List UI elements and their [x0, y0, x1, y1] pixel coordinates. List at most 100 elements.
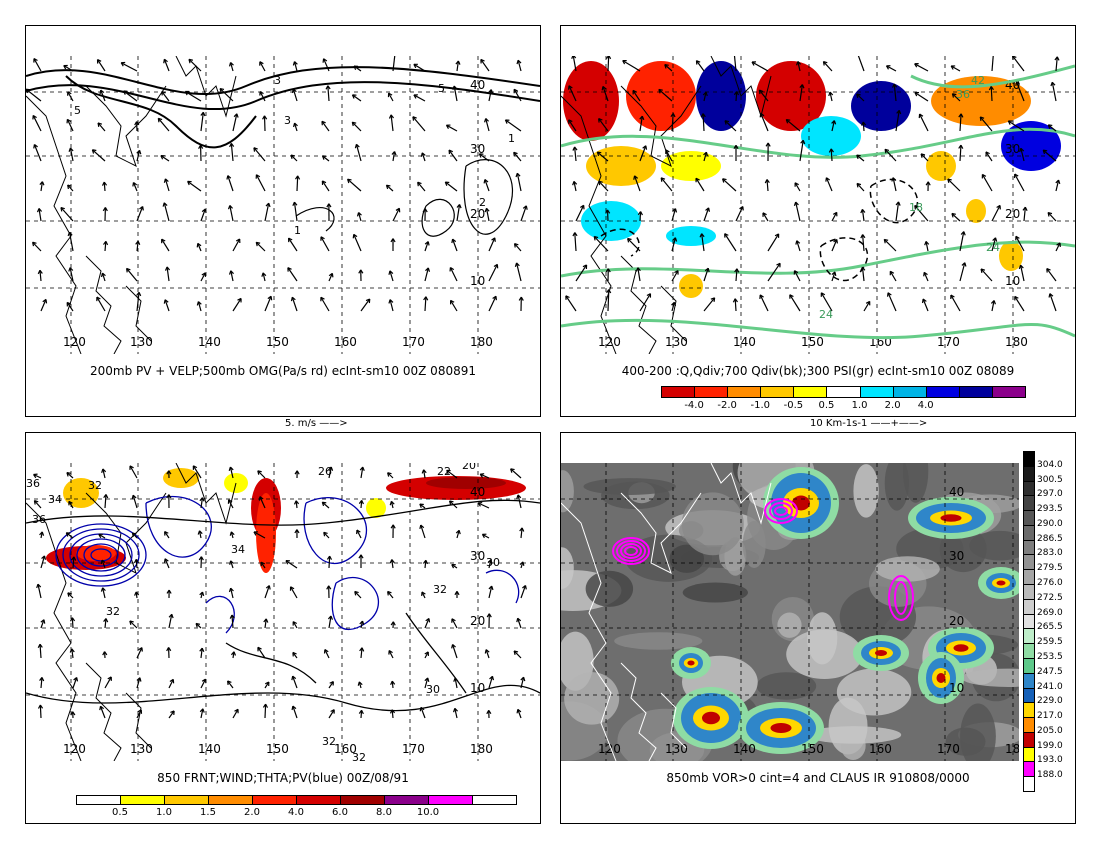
arrow-head [385, 184, 389, 190]
wind-arrow [515, 262, 522, 282]
wind-arrow [598, 180, 609, 192]
colorbar-label: 6.0 [332, 807, 348, 818]
colorbar-swatch [1023, 731, 1035, 748]
coastline [26, 463, 237, 761]
colorbar-swatch [1023, 657, 1035, 674]
arrow-head [425, 617, 430, 622]
wind-arrow [758, 89, 769, 102]
wind-arrow [26, 88, 42, 102]
arrow-head [228, 466, 231, 472]
wind-arrow [637, 267, 641, 282]
arrow-head [36, 208, 40, 213]
colorbar-swatch [1023, 687, 1035, 704]
arrow-head [196, 243, 199, 248]
arrow-head [672, 237, 676, 241]
arrow-head [292, 201, 296, 206]
wind-arrow [388, 650, 394, 659]
graticule [561, 463, 1019, 761]
wind-arrow [255, 174, 266, 192]
wind-vectors [33, 465, 527, 719]
wind-arrow [695, 177, 705, 192]
wind-arrow [264, 296, 272, 312]
wind-arrow [354, 591, 362, 599]
cloud-coldest-top [875, 650, 887, 656]
wind-arrow [485, 118, 490, 132]
wind-arrow [424, 677, 429, 689]
wind-arrow [1055, 179, 1060, 192]
wind-arrow [352, 94, 362, 102]
wind-arrow [516, 173, 522, 192]
arrow-head [170, 710, 175, 714]
cloud-coldest-top [687, 660, 695, 666]
arrow-head [420, 152, 423, 157]
arrow-head [920, 153, 923, 158]
arrow-head [921, 298, 924, 304]
wind-arrow [391, 559, 394, 569]
wind-arrow [573, 181, 577, 192]
arrow-head [201, 208, 206, 213]
theta-contour [225, 642, 317, 684]
wind-arrow [104, 618, 107, 629]
ir-cloud-texture [777, 612, 802, 638]
arrow-head [162, 202, 165, 207]
wind-arrow [514, 243, 522, 252]
arrow-head [1007, 120, 1011, 125]
arrow-head [481, 534, 485, 539]
wind-arrow [264, 618, 267, 629]
arrow-head [1048, 293, 1051, 298]
arrow-head [261, 272, 264, 277]
wind-arrow [296, 175, 299, 192]
wind-arrow [701, 233, 705, 252]
contour-label: 18 [909, 201, 923, 214]
wind-arrow [767, 262, 781, 282]
colorbar-label: 276.0 [1037, 578, 1063, 589]
wind-arrow [40, 619, 45, 629]
wind-arrow [892, 177, 897, 192]
wind-arrow [68, 501, 74, 509]
arrow-head [886, 292, 889, 297]
wind-arrow [264, 704, 267, 719]
wind-arrow [292, 705, 298, 719]
colorbar-brightness-temp: 304.0 300.5 297.0 293.5 290.0 286.5 283.0 279.5… [1023, 451, 1073, 792]
ir-cloud-texture [853, 464, 879, 518]
wind-arrow [161, 238, 170, 252]
graticule [26, 463, 540, 761]
colorbar-label: 1.5 [200, 807, 216, 818]
wind-arrow [136, 150, 141, 162]
arrow-head [292, 61, 296, 66]
wind-arrow [389, 299, 394, 312]
arrow-head [257, 470, 260, 475]
colorbar-swatch [164, 795, 209, 805]
wind-arrow [1055, 56, 1058, 72]
arrow-head [229, 143, 232, 148]
wind-arrow [735, 91, 738, 102]
arrow-head [196, 301, 200, 306]
arrow-head [200, 111, 204, 116]
qdiv-shading [756, 61, 826, 131]
coast-segment [561, 95, 617, 354]
pv-contour [90, 548, 112, 562]
colorbar-label: 300.5 [1037, 474, 1063, 485]
arrow-head [822, 61, 825, 66]
wind-arrow [794, 182, 801, 192]
arrow-head [1015, 81, 1018, 86]
frontogenesis-shading [63, 478, 99, 508]
map-claus-ir: 120 130 140 150 160 170 180 40 30 20 10 [561, 463, 1019, 761]
wind-arrow [232, 298, 242, 312]
wind-arrow [321, 501, 330, 509]
wind-arrow [991, 205, 1001, 222]
wind-arrow [260, 561, 266, 569]
colorbar-swatch [1023, 702, 1035, 719]
lat-label: 40 [470, 78, 485, 92]
arrow-head [325, 85, 329, 90]
ir-cloud-texture [836, 668, 912, 716]
wind-arrow [480, 59, 490, 72]
wind-arrow [482, 533, 490, 539]
wind-arrow [980, 268, 993, 282]
wind-arrow [796, 240, 801, 252]
wind-arrow [488, 295, 497, 312]
arrow-head [195, 623, 198, 628]
arrow-head [199, 708, 204, 713]
arrow-head [166, 589, 170, 594]
arrow-head [1055, 179, 1060, 184]
